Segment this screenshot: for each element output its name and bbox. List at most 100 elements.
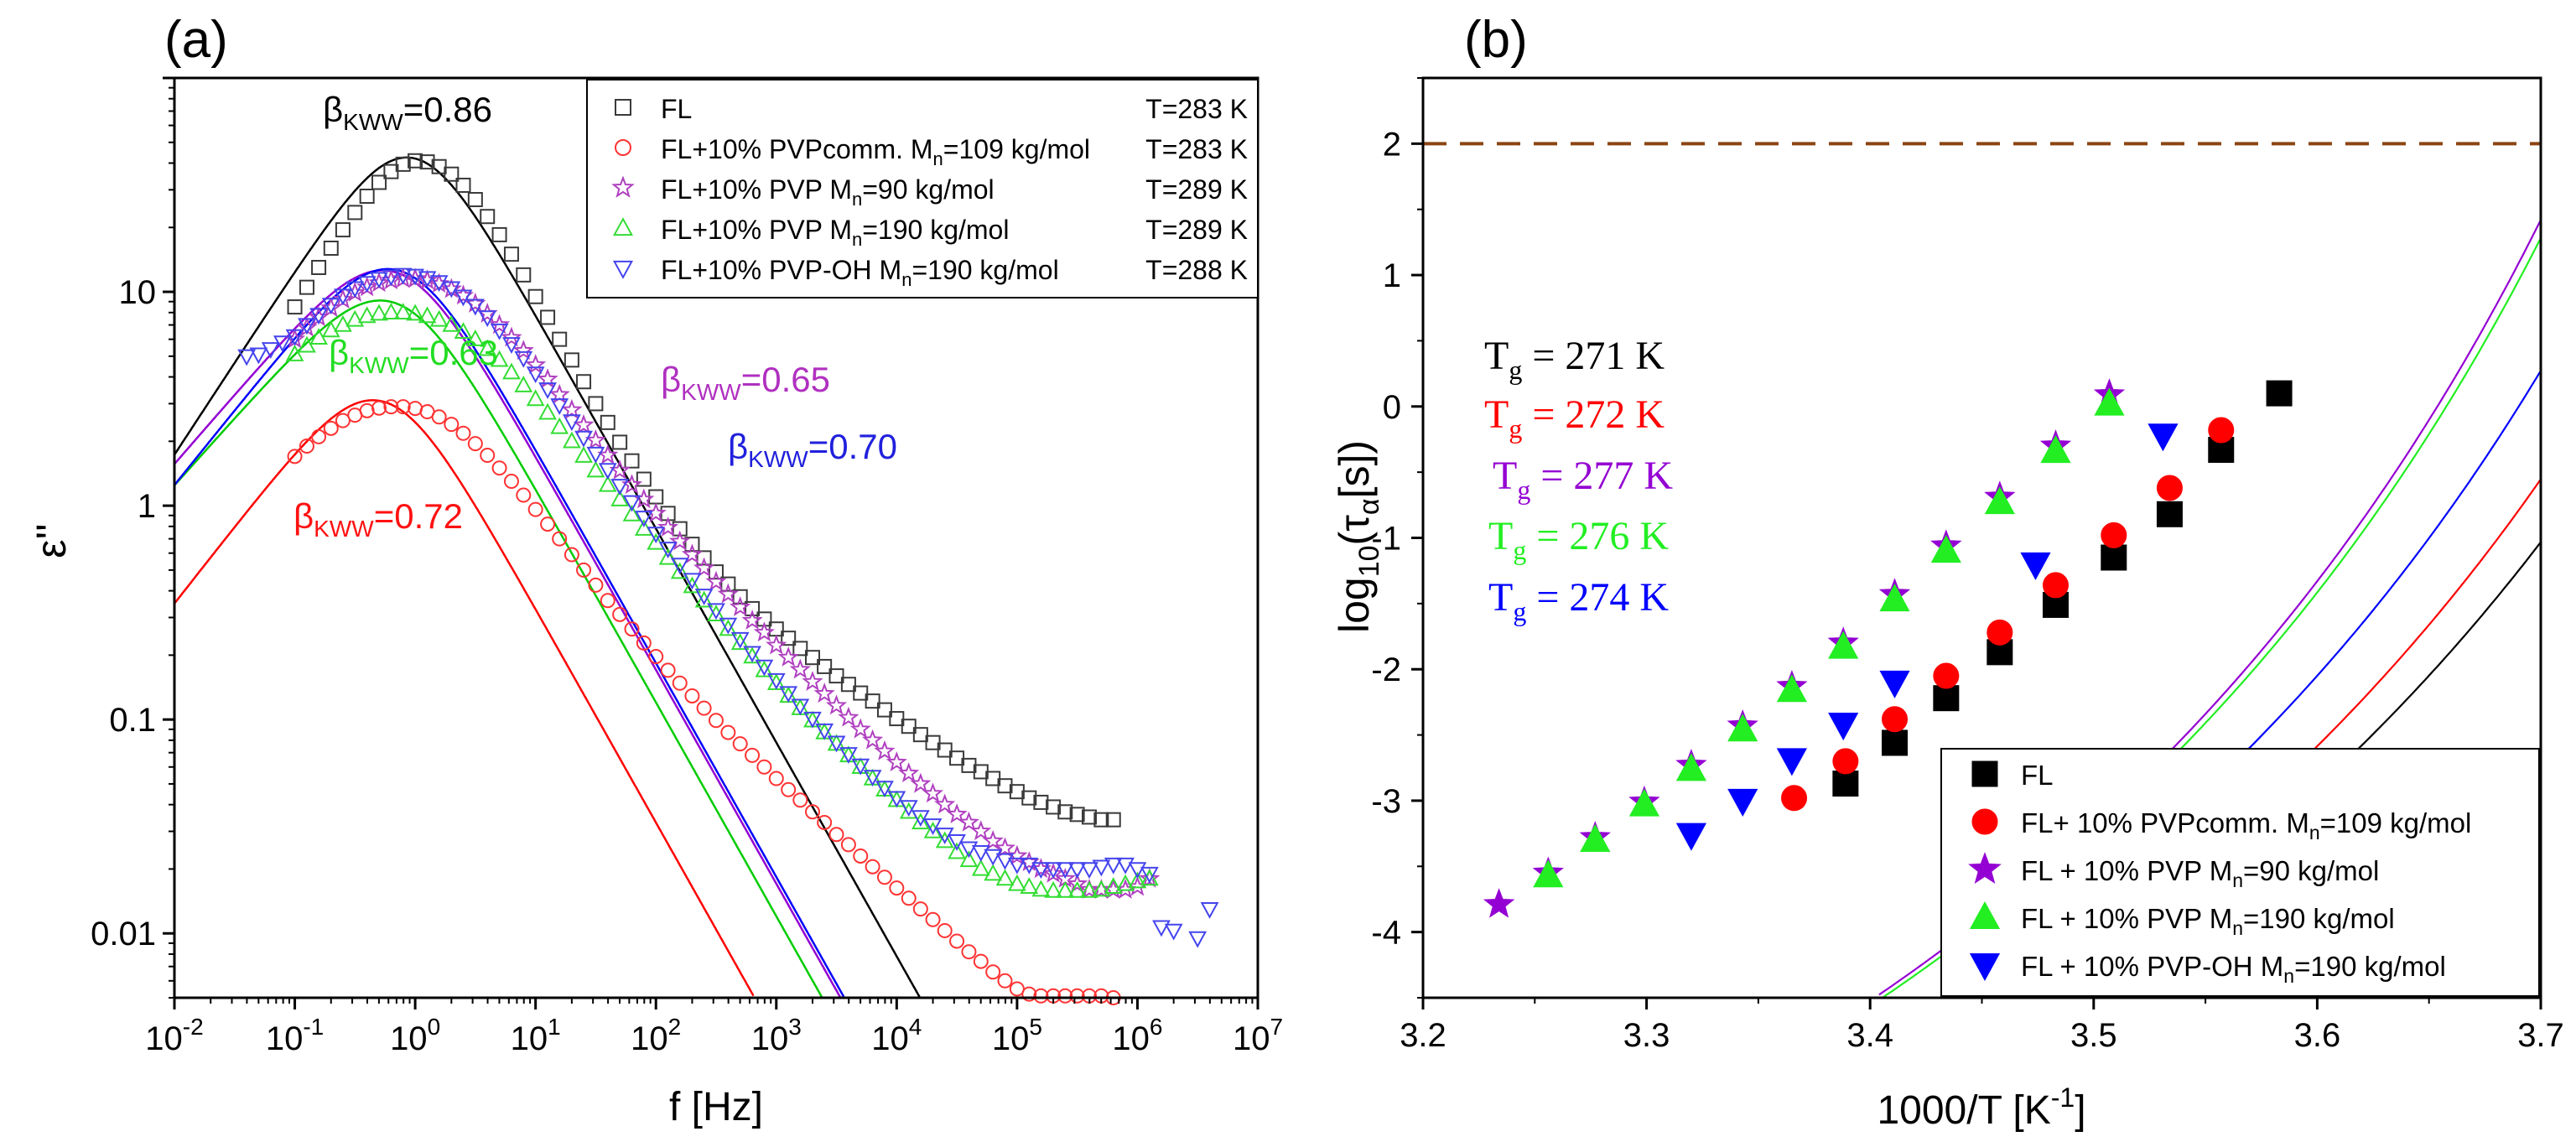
- panel-a-legend-box: [586, 79, 1259, 298]
- data-point-a-3: [719, 619, 738, 636]
- data-point-a-1: [973, 953, 989, 969]
- data-point-a-1: [383, 399, 399, 415]
- data-point-a-4: [406, 268, 424, 286]
- data-point-a-3: [1140, 869, 1159, 886]
- data-point-a-2: [693, 557, 715, 578]
- data-point-b-0: [1882, 729, 1909, 756]
- data-point-b-0: [1832, 771, 1859, 797]
- data-point-a-4: [887, 791, 906, 808]
- data-point-a-0: [684, 537, 700, 553]
- data-point-a-3: [393, 303, 413, 319]
- data-point-a-0: [672, 521, 688, 537]
- data-point-a-1: [1021, 986, 1037, 1002]
- data-point-a-0: [491, 226, 507, 242]
- data-point-a-3: [1116, 874, 1135, 891]
- x-tick-label-exp: 5: [1029, 1014, 1042, 1040]
- data-point-a-3: [406, 304, 424, 321]
- legend-label-a: FL+10% PVP Mn=190 kg/mol: [661, 215, 1009, 250]
- data-point-a-4: [647, 527, 666, 544]
- legend-marker-b: [1971, 808, 1998, 835]
- data-point-a-1: [937, 922, 953, 938]
- data-point-a-4: [851, 758, 870, 776]
- panel-b-x-axis-title-main: 1000/T [K: [1877, 1088, 2050, 1133]
- data-point-a-1: [997, 973, 1013, 989]
- x-tick-label-exp: 6: [1150, 1014, 1163, 1040]
- data-point-a-4: [321, 298, 340, 315]
- data-point-a-0: [840, 677, 856, 693]
- panel-b-label: (b): [1464, 11, 1528, 69]
- data-point-a-3: [694, 590, 714, 608]
- x-tick-label-base: 10: [871, 1020, 909, 1057]
- annotation-symbol: β: [329, 333, 349, 372]
- data-point-a-0: [552, 331, 568, 347]
- data-point-a-1: [865, 859, 880, 875]
- x-tick-label-b: 3.2: [1400, 1017, 1446, 1054]
- legend-label-end: =190 kg/mol: [862, 215, 1009, 245]
- tg-annotation: Tg = 274 K: [1488, 575, 1669, 626]
- data-point-a-4: [683, 573, 702, 590]
- data-point-a-4: [1008, 857, 1026, 875]
- data-point-a-3: [285, 344, 304, 361]
- data-point-a-0: [853, 685, 869, 701]
- data-point-a-3: [586, 460, 605, 478]
- legend-label-name: FL+10% PVP M: [661, 215, 852, 245]
- data-point-a-4: [1140, 866, 1159, 884]
- annotation-subscript: g: [1517, 475, 1530, 505]
- data-point-a-0: [323, 240, 339, 256]
- y-tick-label-b: -1: [1371, 521, 1401, 558]
- data-point-b-2: [1483, 888, 1515, 918]
- legend-label-end: =190 kg/mol: [2243, 903, 2395, 934]
- legend-temperature-a: T=283 K: [1145, 94, 1248, 124]
- data-point-a-2: [705, 570, 727, 591]
- legend-label-b: FL + 10% PVP Mn=190 kg/mol: [2021, 903, 2395, 939]
- annotation-subscript: KWW: [681, 379, 741, 405]
- data-point-a-3: [610, 489, 630, 506]
- y-tick-label-a: 0.1: [109, 702, 156, 739]
- data-point-a-1: [985, 964, 1001, 980]
- data-point-a-0: [564, 352, 579, 368]
- annotation-value: = 277 K: [1530, 454, 1673, 498]
- data-point-a-0: [311, 259, 327, 275]
- data-point-a-3: [683, 576, 702, 594]
- data-point-b-3: [1727, 714, 1758, 742]
- data-point-a-0: [901, 719, 917, 734]
- data-point-a-4: [490, 323, 509, 340]
- data-point-a-1: [636, 635, 652, 651]
- annotation-value: = 274 K: [1526, 575, 1669, 620]
- data-point-a-3: [730, 633, 750, 651]
- data-point-a-4: [670, 558, 689, 575]
- data-point-a-4: [803, 711, 822, 729]
- annotation-value: = 272 K: [1522, 392, 1665, 437]
- x-tick-label-base: 10: [266, 1020, 304, 1057]
- data-point-b-1: [2042, 572, 2069, 599]
- data-point-a-3: [490, 350, 509, 367]
- data-point-a-1: [961, 944, 977, 960]
- data-point-a-4: [526, 366, 545, 384]
- data-point-b-3: [1984, 486, 2015, 515]
- data-point-a-0: [612, 434, 628, 450]
- data-point-a-1: [612, 606, 628, 622]
- data-point-a-3: [622, 504, 641, 522]
- data-point-a-4: [382, 269, 401, 287]
- data-point-a-3: [418, 306, 437, 324]
- data-point-a-1: [299, 439, 314, 454]
- legend-marker-a: [612, 260, 634, 279]
- annotation-subscript: g: [1513, 596, 1526, 626]
- data-point-a-1: [311, 428, 327, 444]
- x-tick-label-a: 100: [390, 1014, 440, 1057]
- panel-b-y-axis-title-prefix: log: [1331, 577, 1378, 633]
- data-point-a-4: [285, 329, 304, 346]
- panel-b-y-axis-title: log10(τα[s]): [1331, 440, 1385, 633]
- data-point-a-0: [1082, 809, 1098, 825]
- data-point-a-0: [408, 153, 423, 169]
- data-point-a-0: [527, 288, 543, 304]
- beta-kww-annotation: βKWW=0.70: [728, 427, 897, 472]
- data-point-a-2: [802, 671, 823, 691]
- x-tick-label-a: 105: [992, 1014, 1042, 1057]
- legend-label-sub: n: [933, 148, 943, 169]
- x-tick-label-base: 10: [631, 1020, 668, 1057]
- data-point-a-4: [1152, 920, 1171, 937]
- data-point-a-0: [997, 778, 1013, 794]
- data-point-a-1: [853, 848, 869, 864]
- data-point-a-3: [984, 864, 1003, 881]
